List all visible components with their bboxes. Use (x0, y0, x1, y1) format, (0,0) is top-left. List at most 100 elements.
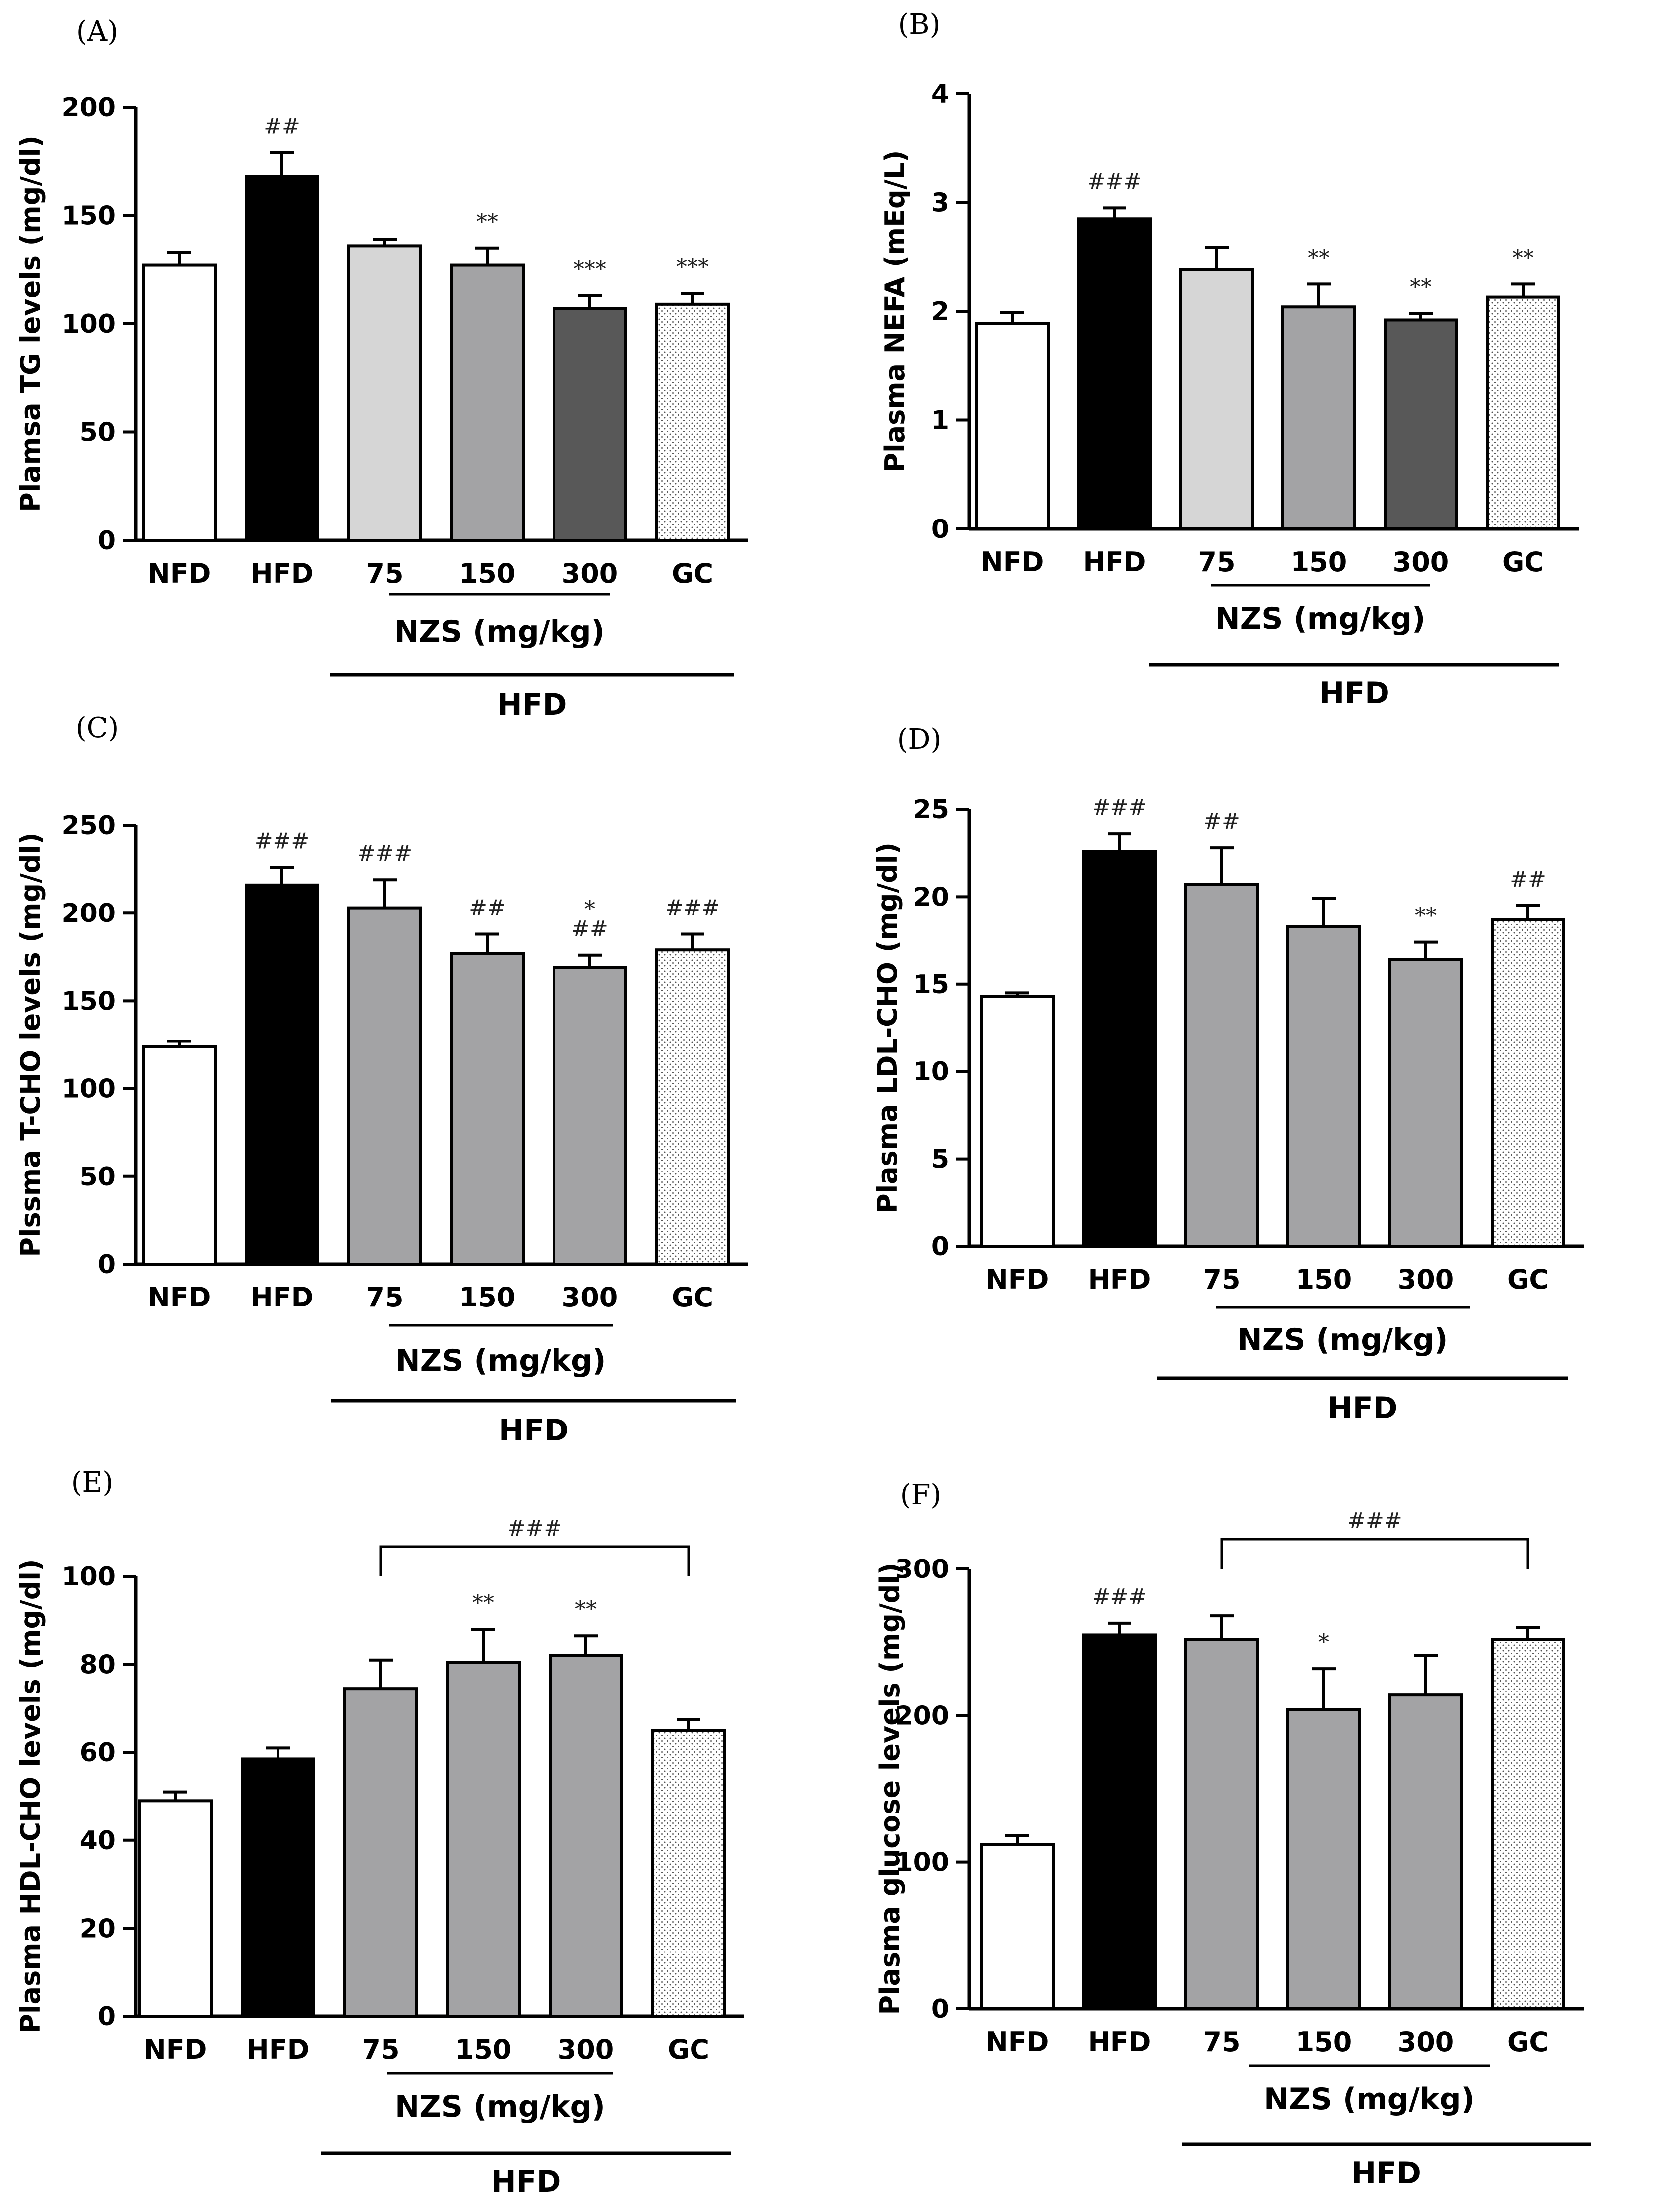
bar-NFD (980, 1843, 1055, 2010)
hfd-group-label: HFD (1351, 2156, 1421, 2191)
bar-300 (1388, 958, 1463, 1248)
nzs-group-label: NZS (mg/kg) (394, 614, 605, 649)
x-tick-label: 300 (1393, 546, 1449, 578)
hfd-group-label: HFD (499, 1413, 569, 1448)
bar-150 (1286, 1708, 1361, 2011)
panel-label: (C) (76, 712, 119, 744)
y-tick-label: 100 (61, 1562, 116, 1592)
bar-NFD (138, 1799, 213, 2018)
y-tick-label: 200 (895, 1701, 949, 1731)
hfd-group-label: HFD (1319, 676, 1389, 711)
panel-label: (B) (898, 8, 941, 41)
y-tick-label: 200 (61, 93, 116, 123)
x-tick-label: 75 (366, 558, 403, 589)
x-tick-label: NFD (144, 2034, 207, 2065)
nzs-group-label: NZS (mg/kg) (396, 1343, 606, 1378)
bar-300 (549, 1654, 623, 2018)
y-tick-label: 40 (80, 1826, 116, 1856)
x-tick-label: 300 (562, 558, 618, 589)
bar-150 (450, 263, 525, 542)
nzs-group-label: NZS (mg/kg) (1238, 1322, 1448, 1357)
bar-75 (1179, 268, 1254, 530)
bracket-label: ### (1347, 1508, 1402, 1534)
significance-mark: ** (472, 1590, 494, 1616)
bar-75 (343, 1687, 418, 2018)
x-tick-label: 150 (1296, 1264, 1352, 1295)
panel-label: (A) (76, 15, 118, 48)
bar-HFD (1077, 217, 1152, 530)
bar-300 (1388, 1693, 1463, 2011)
panel-label: (E) (71, 1466, 114, 1499)
x-tick-label: 75 (1203, 2026, 1240, 2058)
x-tick-label: NFD (148, 558, 211, 589)
x-tick-label: 300 (562, 1282, 618, 1313)
significance-mark: ** (1512, 245, 1534, 270)
y-tick-label: 300 (895, 1555, 949, 1584)
significance-mark: ## (571, 916, 608, 942)
x-tick-label: GC (672, 1282, 713, 1313)
hfd-group-label: HFD (1327, 1391, 1397, 1426)
x-tick-label: 150 (459, 558, 516, 589)
x-tick-label: 300 (558, 2034, 614, 2065)
y-tick-label: 50 (80, 1162, 116, 1192)
y-axis-title: Plssma T-CHO levels (mg/dl) (15, 832, 46, 1257)
x-tick-label: HFD (1088, 1264, 1151, 1295)
y-tick-label: 100 (895, 1848, 949, 1878)
bar-GC (1491, 918, 1565, 1248)
significance-mark: ### (665, 895, 720, 920)
panel-label: (D) (897, 723, 942, 756)
x-tick-label: GC (672, 558, 713, 589)
bar-300 (553, 966, 627, 1266)
x-tick-label: 300 (1398, 2026, 1454, 2058)
x-tick-label: 150 (455, 2034, 512, 2065)
y-tick-label: 0 (98, 2002, 116, 2032)
significance-mark: ### (1087, 169, 1142, 194)
bar-GC (1491, 1638, 1565, 2010)
significance-mark: ** (1308, 245, 1330, 270)
y-tick-label: 0 (98, 526, 116, 556)
y-tick-label: 2 (931, 297, 949, 327)
bar-GC (655, 302, 730, 542)
y-axis-title: Plasma LDL-CHO (mg/dl) (872, 842, 903, 1213)
y-axis-title: Plamsa TG levels (mg/dl) (15, 135, 46, 512)
bar-NFD (142, 263, 217, 542)
x-tick-label: 150 (459, 1282, 516, 1313)
panel-label: (F) (900, 1479, 942, 1511)
chart-panel: (D) 0 5 10 15 20 25 Plasma LDL-CHO (mg/dl) NFD HF… (872, 723, 1584, 1426)
x-tick-label: 300 (1398, 1264, 1454, 1295)
bar-HFD (1082, 1633, 1157, 2010)
y-tick-label: 5 (931, 1145, 949, 1174)
significance-mark: ### (357, 841, 413, 866)
y-tick-label: 0 (931, 515, 949, 544)
x-tick-label: 150 (1296, 2026, 1352, 2058)
y-tick-label: 150 (61, 201, 116, 231)
x-tick-label: NFD (981, 546, 1044, 578)
chart-panel: (A) 0 50 100 150 200 Plamsa TG levels (mg/dl) N… (15, 15, 748, 722)
bar-75 (1184, 1638, 1259, 2010)
nzs-group-label: NZS (mg/kg) (395, 2089, 605, 2124)
x-tick-label: NFD (148, 1282, 211, 1313)
x-tick-label: HFD (247, 2034, 310, 2065)
y-tick-label: 10 (913, 1057, 949, 1087)
x-tick-label: HFD (1088, 2026, 1151, 2058)
x-tick-label: HFD (251, 1282, 314, 1313)
bar-HFD (241, 1757, 315, 2018)
y-tick-label: 0 (931, 1994, 949, 2024)
significance-mark: ** (1415, 904, 1437, 929)
x-tick-label: 150 (1291, 546, 1347, 578)
bar-75 (347, 244, 422, 542)
bracket-label: ### (507, 1516, 562, 1541)
significance-mark: ** (575, 1597, 597, 1622)
significance-mark: ## (469, 895, 506, 920)
x-tick-label: HFD (1083, 546, 1146, 578)
x-tick-label: GC (668, 2034, 709, 2065)
nzs-group-label: NZS (mg/kg) (1264, 2082, 1475, 2117)
x-tick-label: GC (1502, 546, 1544, 578)
significance-mark: ### (1092, 1584, 1147, 1610)
x-tick-label: NFD (986, 1264, 1049, 1295)
y-tick-label: 200 (61, 899, 116, 928)
y-tick-label: 250 (61, 811, 116, 841)
significance-mark: ** (476, 209, 498, 235)
y-tick-label: 80 (80, 1650, 116, 1680)
